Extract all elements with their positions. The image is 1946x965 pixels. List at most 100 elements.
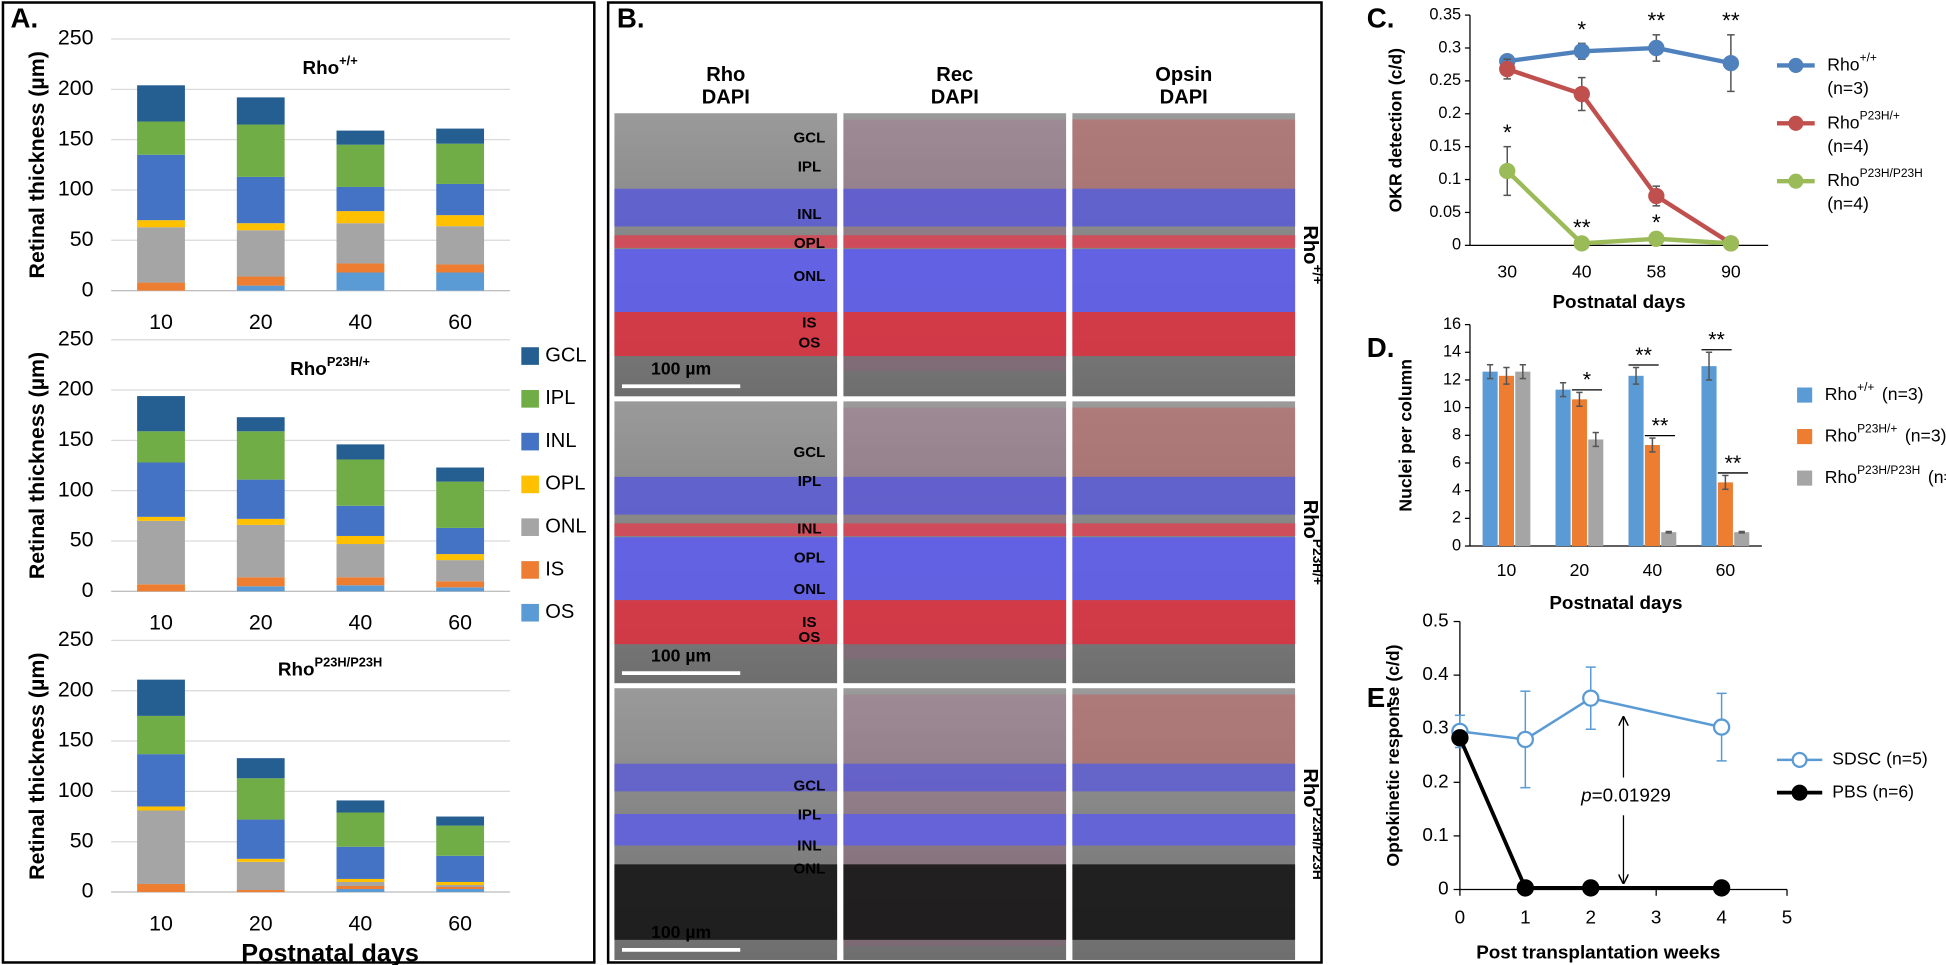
legend-n: (n=4): [1827, 194, 1869, 214]
bar-segment: [236, 97, 285, 125]
legend-swatch: [521, 561, 539, 579]
point: [1712, 718, 1731, 736]
point: [1516, 879, 1535, 897]
layer-label: INL: [797, 838, 821, 855]
bar-segment: [436, 272, 485, 291]
micrograph-band: [1072, 600, 1296, 645]
bar-segment: [236, 586, 285, 592]
micrograph-band: [1072, 763, 1296, 792]
layer-label: INL: [797, 206, 821, 223]
x-tick-label: 20: [249, 911, 273, 935]
x-tick-label: 58: [1647, 262, 1667, 282]
bar-segment: [137, 396, 185, 432]
micrograph-band: [614, 523, 838, 536]
micrograph: [614, 688, 838, 960]
legend-swatch: [521, 603, 539, 622]
bar-segment: [436, 889, 485, 893]
panel-label: A.: [11, 2, 39, 33]
layer-label: ONL: [794, 860, 826, 877]
micrograph-stain: [1072, 407, 1296, 477]
y-tick-label: 10: [1443, 398, 1461, 416]
legend-label-base: Rho: [1825, 467, 1858, 487]
x-axis-label: Postnatal days: [1549, 592, 1682, 613]
y-tick-label: 0.15: [1429, 137, 1461, 155]
x-axis-label: Postnatal days: [241, 940, 419, 965]
bar-segment: [336, 881, 385, 886]
x-tick-label: 10: [149, 611, 173, 635]
bar-segment: [137, 810, 185, 884]
column-counterstain: DAPI: [702, 86, 750, 108]
error-bar: [1519, 363, 1526, 380]
panel-label: B.: [617, 2, 645, 33]
bar-segment: [137, 282, 185, 291]
subplot-title-base: Rho: [278, 659, 315, 680]
bar-segment: [336, 130, 385, 145]
y-tick-label: 100: [58, 177, 94, 201]
bar-segment: [236, 861, 285, 891]
legend-marker: [1791, 751, 1808, 768]
subplot-title: Rho+/+: [302, 53, 357, 78]
bar-segment: [436, 560, 485, 582]
legend-label-sup: P23H/P23H: [1860, 166, 1923, 180]
point: [1648, 39, 1665, 57]
layer-label: GCL: [794, 777, 826, 794]
y-tick-label: 0.05: [1429, 203, 1461, 221]
bar-segment: [336, 223, 385, 264]
bar-segment: [137, 754, 185, 807]
y-tick-label: 2: [1452, 509, 1461, 527]
micrograph-band: [614, 814, 838, 846]
y-tick-label: 0.2: [1422, 770, 1448, 791]
significance-label: **: [1708, 328, 1725, 352]
error-bar: [1738, 530, 1745, 534]
column-counterstain: DAPI: [1160, 86, 1208, 108]
bar-segment: [236, 890, 285, 893]
bar-segment: [236, 758, 285, 779]
legend-label: IS: [545, 558, 564, 580]
micrograph-band: [1072, 476, 1296, 515]
legend-n: (n=4): [1827, 136, 1869, 156]
y-tick-label: 50: [70, 828, 94, 852]
legend-label: RhoP23H/+ (n=3): [1825, 422, 1946, 445]
micrograph-band: [843, 523, 1067, 536]
x-tick-label: 40: [349, 310, 373, 334]
x-tick-label: 5: [1782, 906, 1793, 927]
point: [1451, 729, 1469, 747]
micrograph-band: [843, 235, 1067, 248]
legend-label: ONL: [545, 515, 586, 537]
layer-label: OPL: [794, 235, 825, 252]
x-axis-label: Postnatal days: [1552, 291, 1685, 312]
x-axis-label: Post transplantation weeks: [1476, 942, 1720, 963]
bar-segment: [436, 816, 485, 826]
micrograph-band: [1072, 249, 1296, 313]
legend-label-base: Rho: [1827, 170, 1860, 190]
row-label-sup: +/+: [1310, 264, 1325, 284]
y-tick-label: 200: [58, 677, 94, 701]
point: [1648, 230, 1665, 247]
bar: [1498, 375, 1515, 547]
bar-segment: [336, 885, 385, 890]
legend-swatch: [1797, 429, 1813, 445]
bar-segment: [436, 886, 485, 890]
legend-marker: [1788, 115, 1804, 131]
layer-label: INL: [797, 521, 821, 538]
layer-label: IS: [802, 614, 816, 631]
bar-segment: [336, 144, 385, 187]
bar-segment: [236, 518, 285, 525]
row-label: Rho+/+: [1299, 225, 1325, 284]
series-line: [1506, 66, 1733, 246]
x-tick-label: 1: [1520, 906, 1530, 927]
bar-segment: [137, 220, 185, 228]
bar-segment: [236, 276, 285, 286]
micrograph-band: [843, 763, 1067, 792]
y-tick-label: 250: [58, 26, 94, 50]
x-tick-label: 0: [1455, 906, 1466, 927]
bar-segment: [236, 858, 285, 862]
bar-segment: [436, 855, 485, 882]
legend-label-base: Rho: [1827, 112, 1860, 132]
error-bar: [1705, 351, 1713, 381]
x-tick-label: 4: [1716, 906, 1727, 927]
layer-label: IPL: [798, 806, 821, 823]
error-bar: [1559, 381, 1567, 398]
y-tick-label: 0.4: [1422, 663, 1448, 684]
legend-label-n: (n=3): [1882, 384, 1924, 404]
